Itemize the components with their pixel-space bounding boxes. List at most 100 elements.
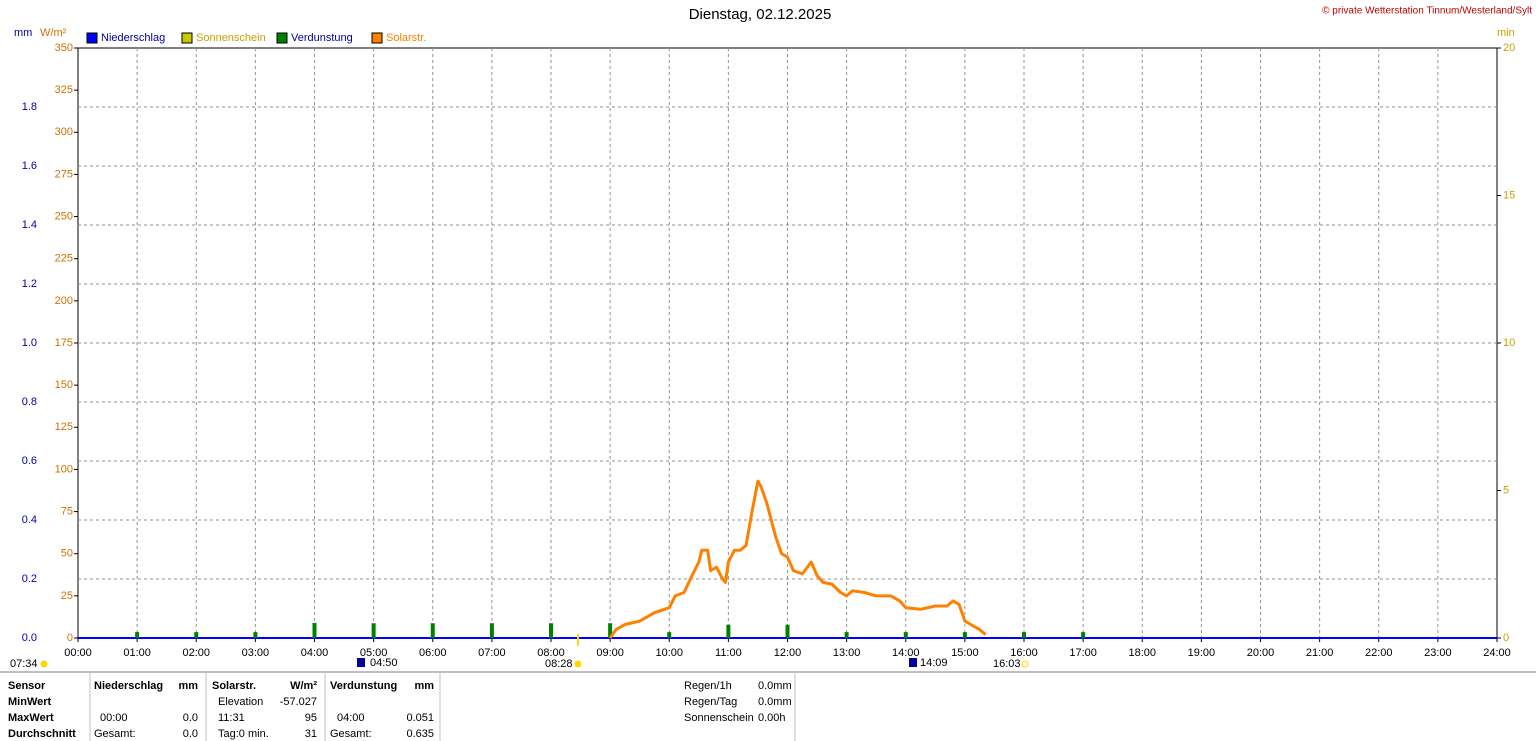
time-annotation: 14:09	[920, 657, 948, 669]
table-header: mm	[414, 680, 434, 692]
axis-unit: W/m²	[40, 27, 67, 39]
x-tick-label: 12:00	[774, 647, 802, 659]
x-tick-label: 11:00	[715, 647, 742, 659]
moon-icon	[909, 658, 917, 667]
table-cell: 0.051	[406, 712, 434, 724]
x-tick-label: 05:00	[360, 647, 388, 659]
table-cell: Elevation	[218, 696, 263, 708]
legend-label: Verdunstung	[291, 32, 353, 44]
x-tick-label: 16:00	[1010, 647, 1038, 659]
bar	[962, 632, 967, 638]
y3-tick-label: 200	[55, 295, 73, 307]
info-value: 0.0mm	[758, 680, 792, 692]
y-tick-label: 0.0	[22, 632, 37, 644]
y3-tick-label: 325	[55, 84, 73, 96]
legend-swatch	[86, 32, 98, 44]
table-cell: 0.0	[183, 728, 198, 740]
table-header: mm	[178, 680, 198, 692]
x-tick-label: 15:00	[951, 647, 979, 659]
x-tick-label: 02:00	[182, 647, 210, 659]
table-header: Solarstr.	[212, 680, 256, 692]
y3-tick-label: 0	[67, 632, 73, 644]
table-header: Niederschlag	[94, 680, 163, 692]
bar	[785, 624, 790, 638]
y-tick-label: 1.0	[22, 337, 37, 349]
bar	[253, 632, 258, 638]
table-header: Sensor	[8, 680, 46, 692]
bar	[667, 632, 672, 638]
x-tick-label: 08:00	[537, 647, 565, 659]
table-header: W/m²	[290, 680, 317, 692]
table-cell: 31	[305, 728, 317, 740]
time-annotation: 08:28	[545, 658, 573, 670]
bar	[1022, 632, 1026, 638]
x-tick-label: 21:00	[1306, 647, 1334, 659]
table-cell: 95	[305, 712, 317, 724]
x-tick-label: 03:00	[242, 647, 270, 659]
table-cell: 0.0	[183, 712, 198, 724]
legend-label: Niederschlag	[101, 32, 165, 44]
table-cell: 00:00	[100, 712, 128, 724]
table-cell: 04:00	[337, 712, 365, 724]
y3-tick-label: 50	[61, 548, 73, 560]
y2-tick-label: 5	[1503, 484, 1509, 496]
sun-icon	[574, 660, 582, 668]
legend-swatch	[181, 32, 193, 44]
info-value: 0.0mm	[758, 696, 792, 708]
sun-icon	[1021, 660, 1029, 668]
y3-tick-label: 25	[61, 590, 73, 602]
x-tick-label: 07:00	[478, 647, 506, 659]
row-label: Durchschnitt	[8, 728, 76, 740]
table-cell: 0.635	[406, 728, 434, 740]
x-tick-label: 24:00	[1483, 647, 1511, 659]
row-label: MaxWert	[8, 712, 54, 724]
table-cell: Gesamt:	[94, 728, 136, 740]
x-tick-label: 17:00	[1069, 647, 1097, 659]
legend-label: Solarstr.	[386, 32, 426, 44]
bar	[194, 632, 199, 638]
x-tick-label: 20:00	[1247, 647, 1275, 659]
time-annotation: 07:34	[10, 658, 38, 670]
y3-tick-label: 350	[55, 42, 73, 54]
time-annotation: 04:50	[370, 657, 398, 669]
bar	[903, 632, 908, 638]
y-tick-label: 1.2	[22, 278, 37, 290]
x-tick-label: 13:00	[833, 647, 861, 659]
bar	[726, 624, 731, 638]
time-annotation: 16:03	[993, 658, 1021, 670]
y-tick-label: 0.4	[22, 514, 37, 526]
bar	[844, 632, 849, 638]
chart-title: Dienstag, 02.12.2025	[689, 6, 832, 23]
table-header: Verdunstung	[330, 680, 397, 692]
x-tick-label: 01:00	[123, 647, 151, 659]
x-tick-label: 04:00	[301, 647, 329, 659]
y2-tick-label: 20	[1503, 42, 1515, 54]
legend-swatch	[276, 32, 288, 44]
y-tick-label: 0.2	[22, 573, 37, 585]
info-value: 0.00h	[758, 712, 786, 724]
y3-tick-label: 275	[55, 168, 73, 180]
source-note: © private Wetterstation Tinnum/Westerlan…	[1322, 6, 1532, 17]
x-tick-label: 23:00	[1424, 647, 1452, 659]
info-label: Regen/1h	[684, 680, 732, 692]
row-label: MinWert	[8, 696, 52, 708]
y2-tick-label: 15	[1503, 189, 1515, 201]
y3-tick-label: 100	[55, 463, 73, 475]
y-tick-label: 1.6	[22, 160, 37, 172]
x-tick-label: 09:00	[596, 647, 624, 659]
y2-tick-label: 10	[1503, 337, 1515, 349]
y-tick-label: 0.6	[22, 455, 37, 467]
bar	[608, 623, 613, 638]
bar	[312, 622, 317, 638]
y-tick-label: 1.8	[22, 101, 37, 113]
sun-icon	[40, 660, 48, 668]
x-tick-label: 22:00	[1365, 647, 1393, 659]
bar	[135, 632, 140, 638]
bar	[549, 623, 553, 638]
axis-unit: mm	[14, 27, 32, 39]
y3-tick-label: 125	[55, 421, 73, 433]
y3-tick-label: 300	[55, 126, 73, 138]
table-cell: Gesamt:	[330, 728, 372, 740]
bar	[371, 623, 376, 638]
